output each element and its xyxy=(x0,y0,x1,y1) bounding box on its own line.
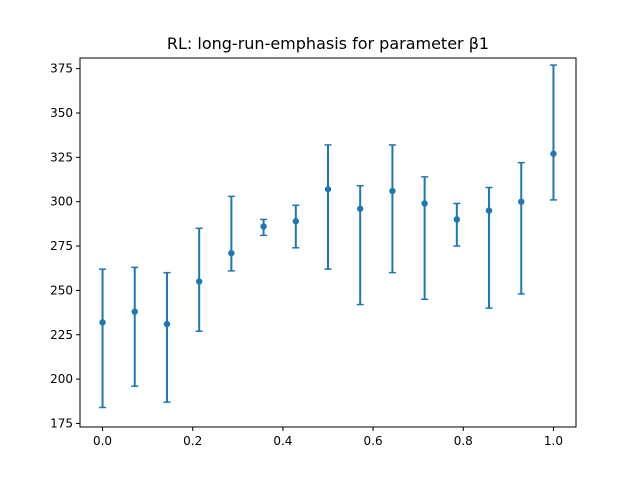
y-tick-label: 200 xyxy=(50,372,73,386)
x-tick-label: 0.4 xyxy=(273,434,292,448)
data-point xyxy=(324,186,332,193)
data-point xyxy=(389,187,396,195)
x-tick-label: 0.6 xyxy=(364,434,383,448)
data-point xyxy=(99,319,106,326)
y-tick-label: 350 xyxy=(50,106,73,120)
data-point xyxy=(195,278,203,285)
x-tick-label: 1.0 xyxy=(544,434,563,448)
x-axis: 0.0 0.2 0.4 0.6 0.8 1.0 xyxy=(93,427,563,448)
data-point xyxy=(421,200,428,207)
y-axis: 175 200 225 250 275 300 325 350 375 xyxy=(50,62,80,430)
data-point xyxy=(228,249,235,257)
y-tick-label: 175 xyxy=(50,416,73,430)
data-point xyxy=(550,150,557,157)
chart-title: RL: long-run-emphasis for parameter β1 xyxy=(167,34,489,53)
x-tick-label: 0.0 xyxy=(93,434,112,448)
y-tick-label: 275 xyxy=(50,239,73,253)
x-tick-label: 0.2 xyxy=(183,434,202,448)
plot-area xyxy=(99,64,557,409)
data-point xyxy=(485,207,493,214)
data-point xyxy=(163,320,171,328)
axes-frame xyxy=(79,57,577,428)
y-tick-label: 225 xyxy=(50,328,73,342)
data-point xyxy=(356,205,364,212)
y-tick-label: 250 xyxy=(50,283,73,297)
y-tick-label: 375 xyxy=(50,62,73,76)
x-tick-label: 0.8 xyxy=(454,434,473,448)
data-point xyxy=(131,308,138,315)
data-point xyxy=(292,218,300,225)
data-point xyxy=(518,198,525,205)
data-point xyxy=(260,223,267,230)
data-point xyxy=(453,216,461,223)
y-tick-label: 325 xyxy=(50,150,73,164)
y-tick-label: 300 xyxy=(50,195,73,209)
